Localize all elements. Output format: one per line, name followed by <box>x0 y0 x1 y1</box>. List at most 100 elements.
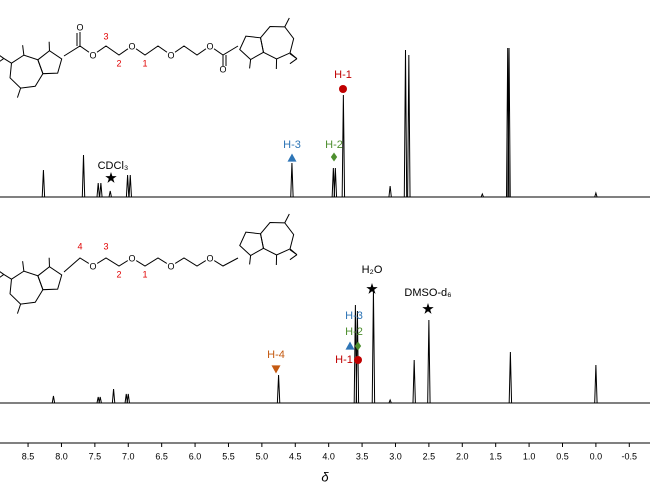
peak <box>371 289 376 404</box>
x-tick-label: 4.0 <box>322 451 335 461</box>
peak-marker <box>366 283 378 294</box>
peak-marker <box>287 153 297 162</box>
annotation-label: H-3 <box>283 139 301 151</box>
bond <box>3 58 12 64</box>
atom-bg <box>88 261 98 271</box>
peak <box>108 190 112 198</box>
peak <box>507 47 511 198</box>
peak <box>355 310 360 404</box>
atom-bg <box>127 41 137 51</box>
atom-label: O <box>76 22 83 32</box>
atom-bg <box>166 261 176 271</box>
peak-marker <box>422 303 434 314</box>
peak <box>508 351 513 404</box>
annotation-label: CDCl₃ <box>98 160 129 172</box>
ring <box>239 35 265 61</box>
peak <box>412 359 416 404</box>
x-tick-label: 5.0 <box>256 451 269 461</box>
position-label: 1 <box>142 58 147 68</box>
annotation-label: H₂O <box>362 264 383 276</box>
peak <box>51 395 56 404</box>
peak <box>276 374 281 404</box>
x-tick-label: 7.5 <box>89 451 102 461</box>
x-axis-label: δ <box>321 469 329 484</box>
peak <box>403 49 408 198</box>
annotation-label: H-2 <box>345 326 363 338</box>
annotation-label: H-4 <box>267 349 285 361</box>
bond <box>0 58 5 62</box>
position-label: 1 <box>142 269 147 279</box>
atom-label: O <box>206 253 213 263</box>
bond <box>284 213 290 224</box>
bond <box>16 303 22 314</box>
peak <box>341 94 346 198</box>
peak <box>128 174 132 198</box>
peak-marker <box>271 365 281 374</box>
x-tick-label: 8.5 <box>22 451 35 461</box>
annotation-label: H-2 <box>325 139 343 151</box>
bond <box>284 17 290 28</box>
peak <box>594 191 598 198</box>
peak <box>96 182 100 198</box>
peak <box>388 398 392 404</box>
ring <box>259 26 295 60</box>
peak-marker <box>345 341 355 350</box>
x-tick-label: 1.5 <box>489 451 502 461</box>
x-tick-label: 0.0 <box>590 451 603 461</box>
x-tick-label: 0.5 <box>556 451 569 461</box>
bond <box>0 55 5 59</box>
annotation-label: H-3 <box>345 310 363 322</box>
x-tick-label: 3.0 <box>389 451 402 461</box>
bond <box>289 254 298 261</box>
peak-marker <box>330 152 338 162</box>
bond <box>22 45 25 56</box>
ring <box>239 231 265 257</box>
x-tick-label: 3.5 <box>356 451 369 461</box>
peak-marker <box>354 356 362 364</box>
atom-bg <box>205 253 215 263</box>
position-label: 3 <box>103 241 108 251</box>
atom-bg <box>127 253 137 263</box>
position-label: 4 <box>77 241 82 251</box>
peak <box>594 364 598 404</box>
peak <box>81 154 86 198</box>
x-tick-label: 1.0 <box>523 451 536 461</box>
peak-marker <box>105 172 117 183</box>
bond <box>0 274 5 278</box>
x-tick-label: 7.0 <box>122 451 135 461</box>
peak <box>125 174 130 198</box>
atom-label: O <box>167 261 174 271</box>
bond <box>22 261 25 272</box>
position-label: 2 <box>116 269 121 279</box>
atom-bg <box>166 50 176 60</box>
x-tick-label: 8.0 <box>55 451 68 461</box>
atom-bg <box>88 50 98 60</box>
atom-label: O <box>89 261 96 271</box>
position-label: 3 <box>103 31 108 41</box>
peak <box>480 192 484 198</box>
annotation-label: DMSO-d₆ <box>404 287 451 299</box>
annotation-label: H-1 <box>335 354 353 366</box>
peak <box>126 393 130 404</box>
peak <box>388 185 392 198</box>
position-label: 2 <box>116 58 121 68</box>
peak <box>333 167 338 198</box>
x-tick-label: 2.5 <box>423 451 436 461</box>
peak <box>99 182 103 198</box>
bond <box>289 58 298 65</box>
peak <box>98 396 102 404</box>
peak <box>290 162 294 198</box>
x-tick-label: -0.5 <box>622 451 638 461</box>
bond <box>3 274 12 280</box>
atom-label: O <box>128 253 135 263</box>
ring <box>37 50 63 75</box>
bond <box>289 249 298 256</box>
x-tick-label: 6.0 <box>189 451 202 461</box>
peak <box>427 319 431 404</box>
ring <box>9 270 44 305</box>
bond <box>249 59 252 69</box>
atom-label: O <box>89 50 96 60</box>
atom-label: O <box>219 64 226 74</box>
ring <box>9 54 44 89</box>
